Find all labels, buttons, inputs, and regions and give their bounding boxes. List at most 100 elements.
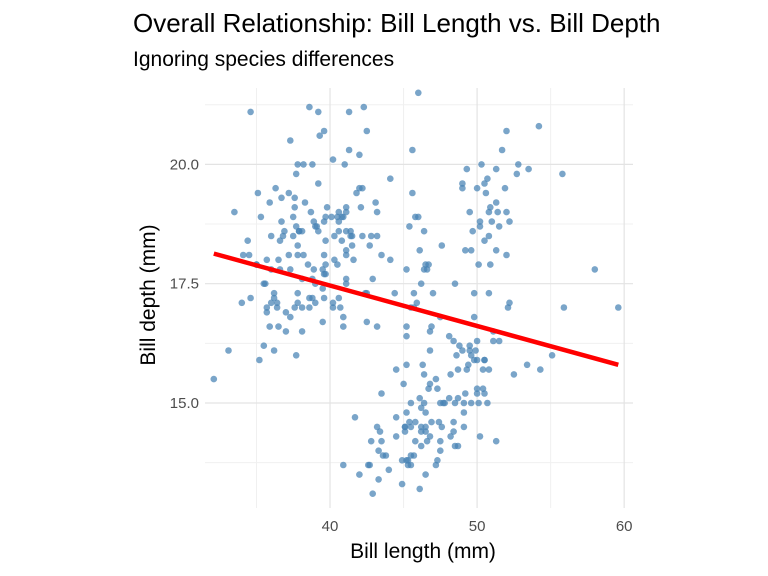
data-point [391,289,399,297]
data-point [460,409,468,416]
data-point [472,347,479,354]
data-point [548,352,556,359]
data-point [490,337,497,345]
data-point [435,418,443,426]
data-point [263,309,271,316]
data-point [403,361,410,369]
data-point [451,442,459,450]
data-point [294,251,302,259]
data-point [278,218,285,225]
data-point [335,208,343,216]
data-point [373,323,381,330]
data-point [345,146,353,154]
data-point [369,490,377,498]
data-point [487,261,494,268]
data-point [310,266,318,273]
data-point [409,189,416,197]
data-point [401,428,409,435]
data-point [331,232,338,240]
data-point [492,199,500,206]
data-point [481,237,488,244]
data-point [492,247,500,254]
x-tick-label: 60 [616,518,633,535]
data-point [273,304,281,311]
data-point [342,227,350,235]
data-point [294,299,302,307]
data-point [244,237,251,244]
data-point [466,342,474,350]
data-point [503,208,510,216]
data-point [382,452,390,459]
data-point [267,232,275,240]
y-tick-label: 17.5 [170,276,199,293]
data-point [470,356,478,364]
data-point [425,261,432,268]
data-point [306,304,313,311]
data-point [498,146,506,154]
data-point [267,299,275,307]
data-point [437,447,444,455]
data-point [481,180,488,187]
data-point [294,289,302,297]
data-point [291,304,299,311]
data-point [450,418,457,426]
data-point [300,161,307,168]
data-point [315,180,322,187]
data-point [437,399,444,407]
data-point [501,184,509,192]
data-point [476,218,484,225]
data-point [417,280,425,288]
data-point [426,380,434,388]
data-point [300,251,307,259]
data-point [353,189,360,197]
data-point [412,437,419,445]
data-point [329,299,337,307]
data-point [459,347,466,354]
data-point [485,208,493,216]
data-point [415,89,422,97]
data-point [285,251,293,259]
data-point [378,390,385,397]
data-point [470,313,478,321]
data-point [298,328,306,335]
data-point [375,476,382,483]
data-point [266,199,274,206]
data-point [484,175,491,182]
data-point [492,437,500,445]
data-point [270,294,278,302]
data-point [247,108,254,116]
data-point [282,309,290,316]
data-point [432,461,440,469]
data-point [385,466,393,474]
data-point [312,299,319,307]
data-point [291,204,299,211]
x-tick-label: 50 [469,518,486,535]
data-point [306,294,313,302]
data-point [409,146,416,154]
data-point [266,323,274,330]
data-point [615,304,622,311]
data-point [475,399,482,407]
data-point [378,437,385,445]
data-point [481,356,488,364]
data-point [462,247,469,254]
data-point [292,352,300,359]
trend-line-group [213,251,619,367]
data-point [335,227,343,235]
data-point [263,256,271,264]
data-point [467,399,475,407]
data-point [466,208,474,216]
data-point [342,208,350,216]
data-point [282,328,290,335]
data-point [320,127,328,135]
data-point [287,313,294,321]
data-point [328,213,335,221]
data-point [387,175,394,182]
data-point [420,371,428,378]
data-point [494,208,502,216]
data-point [560,304,568,311]
data-point [484,399,491,407]
data-point [478,161,485,168]
data-point [454,394,462,402]
data-point [422,409,429,416]
